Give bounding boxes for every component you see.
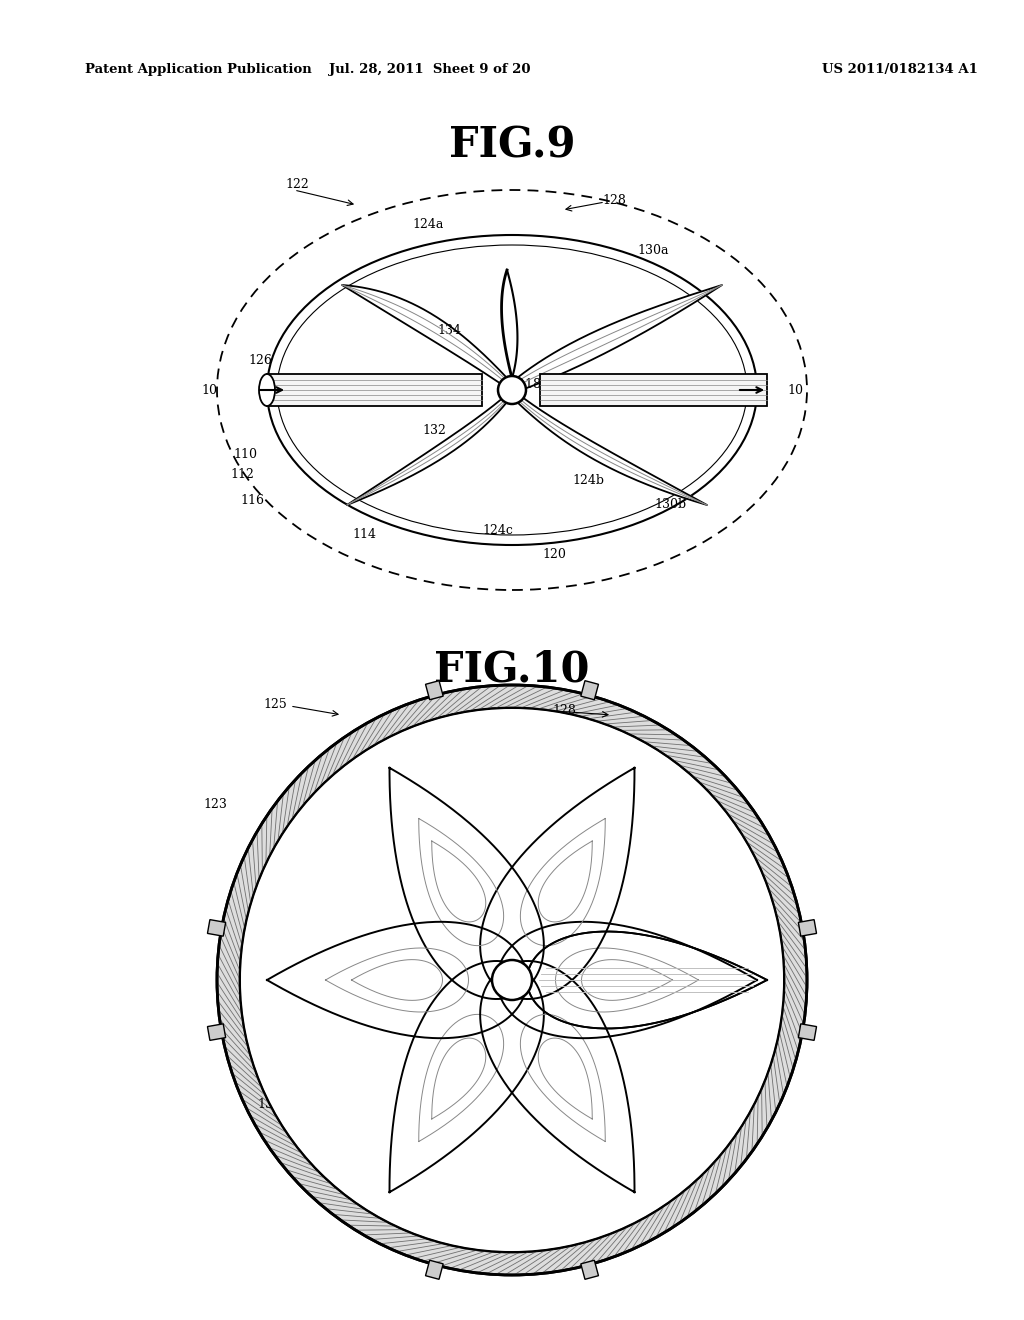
Text: 123: 123 (203, 799, 227, 812)
Text: 10: 10 (787, 384, 803, 396)
Text: 10: 10 (201, 384, 217, 396)
Text: 114: 114 (352, 528, 376, 541)
Bar (581, 1261, 598, 1279)
Ellipse shape (498, 376, 526, 404)
Polygon shape (389, 961, 544, 1192)
Text: 130a: 130a (637, 243, 669, 256)
Text: 128: 128 (602, 194, 626, 206)
Text: 112: 112 (230, 469, 254, 482)
Circle shape (241, 709, 783, 1251)
Text: 124a: 124a (412, 219, 443, 231)
Text: 122: 122 (285, 178, 309, 191)
Polygon shape (267, 921, 527, 1039)
Text: 124c: 124c (482, 524, 513, 536)
Polygon shape (507, 285, 722, 395)
Text: Patent Application Publication: Patent Application Publication (85, 63, 311, 77)
Text: 118: 118 (517, 928, 541, 941)
Text: Jul. 28, 2011  Sheet 9 of 20: Jul. 28, 2011 Sheet 9 of 20 (330, 63, 530, 77)
Bar (581, 681, 598, 700)
Text: 116: 116 (240, 494, 264, 507)
Bar (799, 1024, 816, 1040)
Text: 124a: 124a (502, 818, 534, 832)
Bar (799, 920, 816, 936)
Text: 132: 132 (352, 998, 376, 1011)
Text: US 2011/0182134 A1: US 2011/0182134 A1 (822, 63, 978, 77)
Text: 132: 132 (422, 424, 445, 437)
Text: 130b: 130b (667, 1109, 699, 1122)
Text: 130a: 130a (687, 879, 719, 891)
Text: 130b: 130b (655, 499, 687, 511)
Text: 116: 116 (447, 1138, 471, 1151)
Polygon shape (480, 768, 635, 999)
Text: 125: 125 (263, 698, 287, 711)
Text: 134: 134 (437, 323, 461, 337)
Polygon shape (347, 385, 517, 506)
Polygon shape (527, 932, 767, 1028)
Bar (208, 1024, 225, 1040)
Text: 120: 120 (542, 549, 566, 561)
Text: 130c: 130c (257, 1098, 288, 1111)
Polygon shape (480, 961, 635, 1192)
Text: 122: 122 (288, 879, 312, 891)
Polygon shape (342, 285, 517, 395)
Text: 124b: 124b (632, 1008, 664, 1022)
Text: 124b: 124b (572, 474, 604, 487)
Bar (540, 374, 767, 407)
Polygon shape (389, 768, 544, 999)
Bar (426, 1261, 443, 1279)
Bar (208, 920, 225, 936)
Ellipse shape (267, 235, 757, 545)
Bar (426, 681, 443, 700)
Text: FIG.10: FIG.10 (434, 649, 590, 690)
Text: 124c: 124c (457, 1168, 487, 1181)
Circle shape (492, 960, 532, 1001)
Ellipse shape (259, 374, 275, 407)
Bar (267, 374, 482, 407)
Text: 118: 118 (517, 379, 541, 392)
Polygon shape (507, 385, 707, 506)
Text: 128: 128 (552, 704, 575, 717)
Text: 126: 126 (248, 354, 272, 367)
Polygon shape (497, 921, 757, 1039)
Polygon shape (527, 932, 767, 1028)
Text: 110: 110 (233, 449, 257, 462)
Text: FIG.9: FIG.9 (449, 124, 575, 166)
